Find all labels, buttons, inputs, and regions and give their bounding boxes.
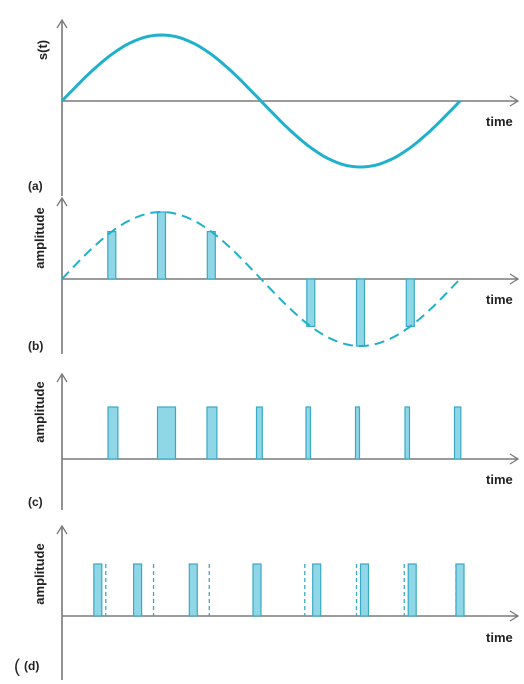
panel-b-y-label: amplitude (32, 207, 47, 268)
panel-d-y-label: amplitude (32, 543, 47, 604)
panel-d-pulse (455, 563, 465, 617)
panel-b-y-arrow-icon (56, 196, 68, 207)
panel-b-pulse (306, 278, 316, 328)
panel-b-pulse (355, 278, 366, 347)
panel-b-dashed-envelope (61, 210, 461, 348)
panel-d-pulse (133, 563, 143, 617)
panel-d-pulse (93, 563, 103, 617)
panel-d-pulse (312, 563, 322, 617)
panel-c-y-arrow-icon (56, 372, 68, 383)
panel-b-label: (b) (28, 339, 43, 353)
panel-d-pulses (93, 563, 465, 617)
panel-a-label: (a) (28, 179, 43, 193)
panel-d-y-arrow-icon (56, 524, 68, 535)
panel-d-pulse (252, 563, 262, 617)
panel-c-pulse (453, 406, 462, 460)
panel-c-pulse (107, 406, 119, 460)
panel-c-pulse (305, 406, 312, 460)
panel-a-y-arrow-icon (56, 18, 68, 29)
panel-b-x-label: time (486, 292, 513, 307)
panel-d-pulse (407, 563, 417, 617)
panel-d: amplitude time ( (d) (14, 524, 520, 680)
panel-b-pulse (206, 231, 216, 280)
panel-d-pulse (188, 563, 198, 617)
panel-c-pulse (255, 406, 263, 460)
panel-c-x-label: time (486, 472, 513, 487)
panel-a-y-label: s(t) (35, 40, 50, 60)
panel-b-pulse (107, 231, 117, 280)
panel-c: amplitude time (c) (28, 372, 520, 510)
panel-a: s(t) time (a) (28, 18, 520, 196)
paren-glyph: ( (14, 656, 20, 676)
panel-d-x-label: time (486, 630, 513, 645)
panel-a-x-label: time (486, 114, 513, 129)
panel-c-pulse (206, 406, 218, 460)
panel-c-pulse (354, 406, 361, 460)
panel-c-pulse (156, 406, 177, 460)
panel-d-x-arrow-icon (509, 610, 520, 622)
panel-b-x-arrow-icon (509, 273, 520, 285)
panel-b: amplitude time (b) (28, 196, 520, 354)
panel-c-pulses (107, 406, 462, 460)
panel-c-x-arrow-icon (509, 453, 520, 465)
panel-a-x-arrow-icon (509, 95, 520, 107)
panel-c-label: (c) (28, 495, 43, 509)
panel-d-label: (d) (24, 659, 39, 673)
panel-a-sine-wave (60, 33, 462, 169)
panel-d-pulse (359, 563, 370, 617)
panel-b-pulse (405, 278, 415, 328)
panel-c-y-label: amplitude (32, 381, 47, 442)
panel-b-pulse (156, 211, 167, 280)
panel-c-pulse (404, 406, 411, 460)
